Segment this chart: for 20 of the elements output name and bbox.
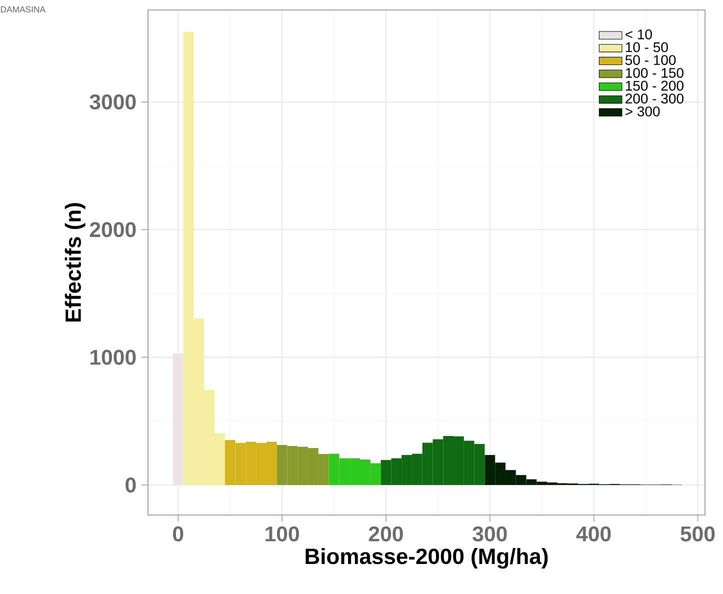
x-axis-title: Biomasse-2000 (Mg/ha) (306, 548, 548, 569)
y-tick-label: 3000 (90, 94, 136, 110)
legend-label: 100 - 150 (626, 68, 684, 78)
legend-label: 150 - 200 (626, 80, 684, 91)
x-tick-label: 300 (472, 526, 507, 542)
y-tick-label: 0 (126, 477, 136, 493)
legend-label: > 300 (626, 106, 660, 116)
x-tick-label: 100 (266, 526, 299, 542)
x-tick-label: 400 (576, 526, 611, 542)
y-tick-label: 1000 (90, 350, 136, 365)
x-tick-label: 0 (173, 526, 184, 542)
y-axis-title: Effectifs (n) (64, 203, 86, 322)
legend-label: < 10 (626, 29, 652, 40)
x-tick-label: 500 (680, 526, 715, 542)
text: DAMASINA (0, 6, 46, 12)
x-tick-label: 200 (368, 526, 403, 542)
legend-label: 200 - 300 (626, 94, 684, 104)
y-tick-label: 2000 (90, 222, 136, 238)
legend-label: 50 - 100 (625, 55, 676, 66)
legend-label: 10 - 50 (626, 42, 668, 52)
